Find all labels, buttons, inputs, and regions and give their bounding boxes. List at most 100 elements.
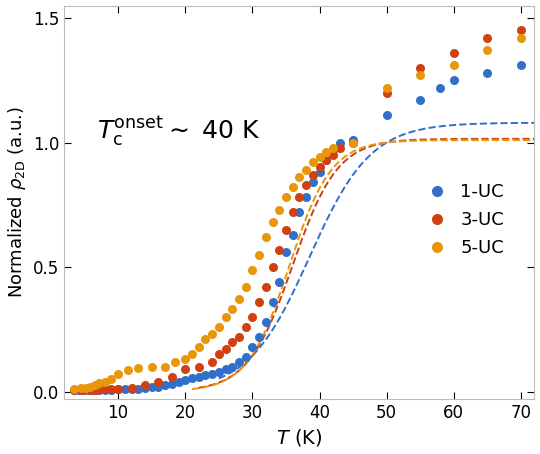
Point [95,387,104,394]
Point [154,378,163,385]
Point [261,233,270,241]
Point [124,367,132,374]
Point [100,385,109,393]
Point [268,298,277,306]
Point [100,378,109,385]
Point [127,385,136,393]
Point [235,333,244,340]
Point [80,387,89,394]
Point [114,385,123,393]
Point [349,139,357,146]
Point [295,194,303,201]
Point [335,139,344,146]
Point [221,313,230,321]
Point [70,387,79,394]
Point [235,296,244,303]
Point [90,387,99,394]
Point [288,184,297,191]
Point [322,156,330,163]
Point [255,251,264,258]
Point [449,77,458,84]
Point [302,166,310,173]
Point [114,370,123,378]
Point [416,64,424,71]
Point [154,383,163,390]
Point [181,355,190,363]
Point [302,194,310,201]
Point [88,387,97,394]
Point [255,333,264,340]
Point [140,382,149,389]
Point [140,384,149,391]
Legend: 1-UC, 3-UC, 5-UC: 1-UC, 3-UC, 5-UC [411,176,511,264]
Point [248,313,256,321]
Point [302,181,310,188]
Point [248,343,256,350]
Point [147,384,156,391]
Point [174,379,183,386]
Point [382,89,391,96]
Point [261,283,270,291]
Y-axis label: Normalized $\rho_{\rm 2D}$ (a.u.): Normalized $\rho_{\rm 2D}$ (a.u.) [5,106,28,298]
Point [107,386,116,393]
Point [248,266,256,273]
Point [275,278,284,286]
Point [322,156,330,163]
Point [449,62,458,69]
Point [127,384,136,391]
Point [194,373,203,380]
Point [214,368,223,375]
Point [315,154,324,161]
Point [241,283,250,291]
Point [214,323,223,331]
Point [194,343,203,350]
X-axis label: $T$ (K): $T$ (K) [276,428,322,449]
Point [147,363,156,370]
Point [107,385,116,393]
Point [241,353,250,360]
Point [201,336,210,343]
Point [187,375,196,382]
Point [228,363,237,370]
Point [483,47,492,54]
Point [449,49,458,56]
Point [85,387,94,394]
Point [134,364,143,371]
Point [308,179,317,186]
Point [181,376,190,384]
Point [349,139,357,146]
Point [241,323,250,331]
Point [483,35,492,42]
Point [288,209,297,216]
Point [282,194,291,201]
Point [120,385,129,393]
Point [282,248,291,256]
Point [288,231,297,238]
Point [90,382,99,389]
Point [268,263,277,271]
Point [335,144,344,151]
Point [171,358,179,365]
Point [114,385,123,393]
Point [221,345,230,353]
Point [517,27,525,34]
Point [167,380,176,388]
Point [315,169,324,176]
Point [167,373,176,380]
Point [84,387,92,394]
Point [255,298,264,306]
Point [75,387,84,394]
Point [161,363,170,370]
Point [268,218,277,226]
Point [382,84,391,91]
Point [329,144,338,151]
Point [70,387,79,394]
Point [208,358,217,365]
Point [416,72,424,79]
Point [201,372,210,379]
Point [517,35,525,42]
Point [214,350,223,358]
Point [194,363,203,370]
Point [95,379,104,386]
Point [322,149,330,156]
